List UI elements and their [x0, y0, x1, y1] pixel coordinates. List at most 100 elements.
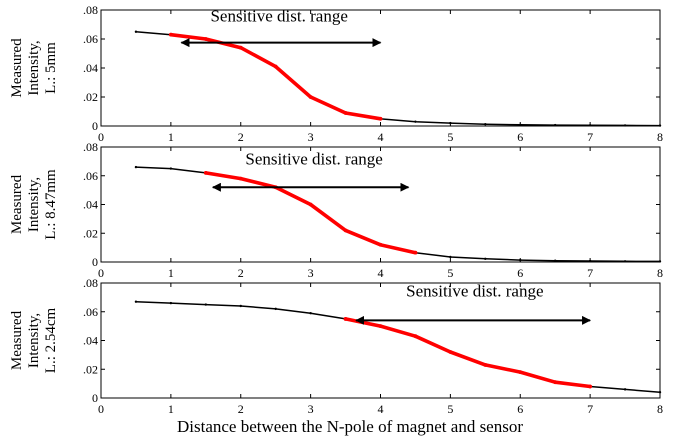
y-tick-label: .04 — [83, 334, 98, 348]
plot-frame — [100, 282, 661, 399]
y-axis-label-line: L.: 2.54cm — [43, 307, 59, 373]
data-point — [134, 30, 138, 33]
data-point — [239, 304, 242, 308]
data-point — [203, 37, 208, 41]
sensitive-range-line — [169, 32, 383, 121]
y-tick-label: .04 — [83, 61, 98, 75]
y-tick-label: .02 — [83, 226, 98, 240]
y-axis-label-line: Measured — [9, 174, 25, 234]
data-point — [623, 388, 627, 391]
x-tick-label: 1 — [168, 402, 174, 416]
x-tick-label: 3 — [308, 130, 314, 144]
y-axis-label: MeasuredIntensity,L.: 2.54cm — [9, 307, 59, 373]
chart-panel-2: 0 .02 .04 .06 .08 0 1 2 3 4 5 6 7 8 Sensitive dist. ra… — [9, 140, 663, 280]
annotation-text: Sensitive dist. range — [406, 282, 543, 301]
y-axis-label-line: Measured — [9, 38, 25, 98]
data-point — [378, 242, 383, 247]
y-tick-label: .02 — [83, 362, 98, 376]
data-point — [203, 170, 208, 175]
x-tick-label: 1 — [168, 266, 174, 280]
x-tick-label: 4 — [378, 266, 384, 280]
data-point — [518, 370, 523, 375]
data-point — [658, 124, 662, 127]
intensity-curve — [135, 31, 661, 127]
y-tick-label: .04 — [83, 198, 98, 212]
data-point — [553, 259, 557, 262]
data-point — [134, 165, 138, 169]
x-tick-label: 3 — [308, 402, 314, 416]
x-tick-label: 5 — [447, 402, 453, 416]
data-point — [378, 324, 383, 329]
data-point — [309, 311, 312, 315]
data-point — [204, 303, 208, 306]
data-point — [449, 121, 452, 125]
plot-frame — [100, 9, 661, 127]
y-axis-label-line: Intensity, — [26, 313, 42, 368]
x-tick-label: 6 — [517, 266, 523, 280]
x-tick-label: 2 — [238, 130, 244, 144]
data-point — [623, 124, 627, 127]
y-tick-label: .06 — [83, 305, 98, 319]
data-point — [553, 123, 557, 127]
y-axis-label-line: Intensity, — [26, 40, 42, 95]
x-tick-label: 2 — [238, 402, 244, 416]
data-point — [588, 259, 592, 263]
data-point — [484, 123, 487, 126]
data-point — [238, 176, 243, 181]
x-tick-label: 5 — [447, 266, 453, 280]
x-tick-label: 5 — [447, 130, 453, 144]
data-point — [484, 257, 487, 261]
y-tick-label: 0 — [92, 119, 98, 133]
data-point — [658, 391, 662, 394]
x-tick-label: 7 — [587, 266, 593, 280]
y-tick-label: .08 — [83, 140, 98, 154]
data-point — [553, 380, 558, 385]
data-point — [658, 260, 662, 263]
y-tick-label: .08 — [83, 3, 98, 17]
data-point — [274, 307, 277, 311]
x-tick-label: 0 — [98, 130, 104, 144]
data-point — [238, 45, 243, 50]
y-tick-label: 0 — [92, 391, 98, 405]
data-point — [588, 124, 592, 127]
x-tick-label: 8 — [657, 130, 663, 144]
x-tick-label: 7 — [587, 402, 593, 416]
data-point — [449, 255, 452, 259]
x-tick-label: 2 — [238, 266, 244, 280]
data-point — [588, 384, 593, 389]
data-point — [413, 334, 418, 339]
x-tick-label: 7 — [587, 130, 593, 144]
data-point — [623, 260, 627, 263]
x-tick-label: 8 — [657, 266, 663, 280]
sensitive-range-line — [343, 317, 592, 389]
annotation-text: Sensitive dist. range — [245, 149, 382, 168]
y-tick-label: .06 — [83, 169, 98, 183]
y-tick-label: .08 — [83, 276, 98, 290]
x-tick-label: 0 — [98, 402, 104, 416]
y-axis-label-line: Intensity, — [26, 177, 42, 232]
data-point — [169, 167, 173, 170]
x-tick-label: 1 — [168, 130, 174, 144]
data-point — [134, 300, 138, 303]
data-point — [414, 120, 417, 123]
y-axis-label: MeasuredIntensity,L.: 8.47mm — [9, 169, 59, 240]
chart-panel-1: 0 .02 .04 .06 .08 0 1 2 3 4 5 6 7 8 Sensitive dist. ra… — [9, 3, 663, 144]
y-axis-label-line: L.: 8.47mm — [43, 169, 59, 240]
y-axis-label-line: Measured — [9, 310, 25, 370]
data-point — [519, 258, 522, 262]
chart-panel-3: 0 .02 .04 .06 .08 0 1 2 3 4 5 6 7 8 Sensitive dist. ra… — [9, 276, 663, 416]
x-tick-label: 6 — [517, 402, 523, 416]
x-axis-label: Distance between the N-pole of magnet an… — [177, 417, 523, 436]
y-tick-label: .02 — [83, 90, 98, 104]
x-tick-label: 3 — [308, 266, 314, 280]
data-point — [308, 202, 313, 207]
data-point — [448, 350, 453, 354]
data-point — [343, 317, 348, 321]
sensitive-range-line — [204, 171, 418, 255]
x-tick-label: 8 — [657, 402, 663, 416]
x-tick-label: 6 — [517, 130, 523, 144]
data-point — [169, 301, 173, 305]
data-point — [343, 111, 348, 115]
x-tick-label: 0 — [98, 266, 104, 280]
